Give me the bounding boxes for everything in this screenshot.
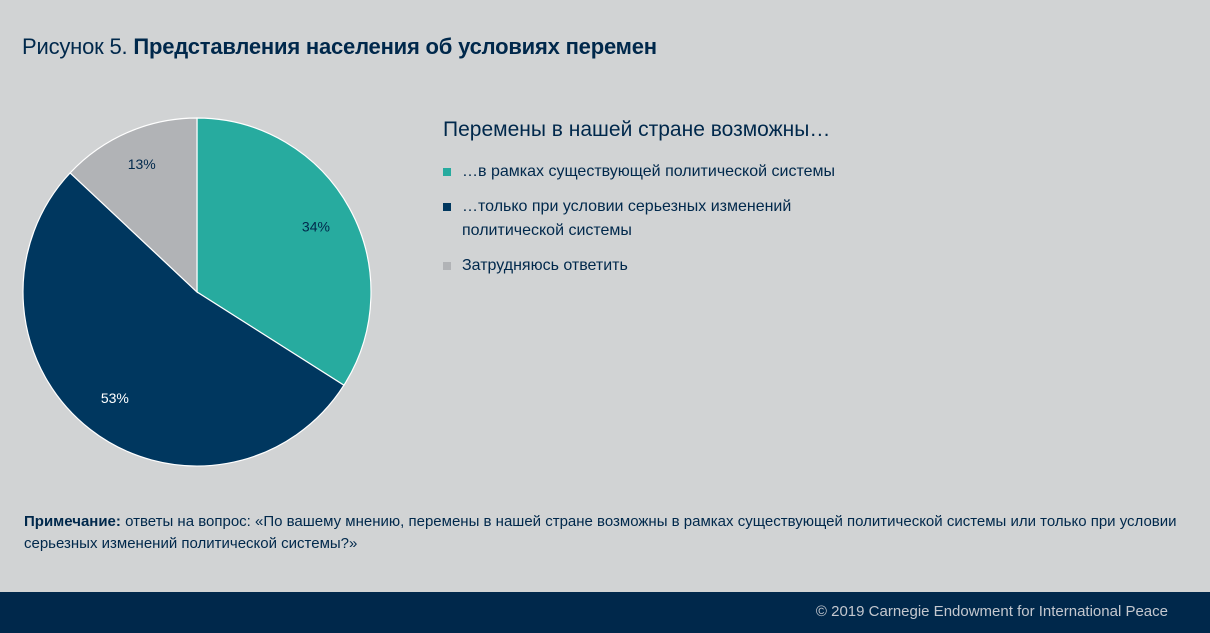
- legend-label: …только при условии серьезных изменений …: [462, 198, 792, 239]
- legend-item-hard-to-answer: Затрудняюсь ответить: [443, 254, 923, 278]
- figure-heading: Представления населения об условиях пере…: [133, 34, 657, 59]
- legend-title: Перемены в нашей стране возможны…: [443, 118, 831, 141]
- footnote-label: Примечание:: [24, 513, 121, 530]
- pie-slice-label: 13%: [128, 156, 156, 172]
- pie-labels: 34% 53% 13%: [101, 156, 330, 406]
- pie-slice: [22, 172, 345, 467]
- figure-title: Рисунок 5. Представления населения об ус…: [22, 34, 657, 60]
- legend: Перемены в нашей стране возможны… …в рам…: [443, 118, 923, 289]
- pie-slice-label: 53%: [101, 390, 129, 406]
- legend-item-serious-changes: …только при условии серьезных изменений …: [443, 195, 862, 243]
- legend-swatch-teal: [443, 168, 451, 176]
- pie-slices: [22, 117, 372, 467]
- pie-slice: [69, 117, 198, 294]
- pie-slice: [196, 117, 372, 387]
- legend-label: …в рамках существующей политической сист…: [462, 163, 835, 180]
- legend-item-existing-system: …в рамках существующей политической сист…: [443, 160, 923, 184]
- figure-number: Рисунок 5.: [22, 34, 128, 59]
- copyright: © 2019 Carnegie Endowment for Internatio…: [815, 603, 1168, 620]
- pie-chart: 34% 53% 13%: [22, 117, 372, 467]
- legend-label: Затрудняюсь ответить: [462, 257, 628, 274]
- pie-slice-label: 34%: [302, 219, 330, 235]
- legend-swatch-navy: [443, 203, 451, 211]
- legend-swatch-gray: [443, 262, 451, 270]
- footnote: Примечание: ответы на вопрос: «По вашему…: [24, 511, 1184, 555]
- footnote-text: ответы на вопрос: «По вашему мнению, пер…: [24, 513, 1177, 552]
- footer-bar: © 2019 Carnegie Endowment for Internatio…: [0, 592, 1210, 633]
